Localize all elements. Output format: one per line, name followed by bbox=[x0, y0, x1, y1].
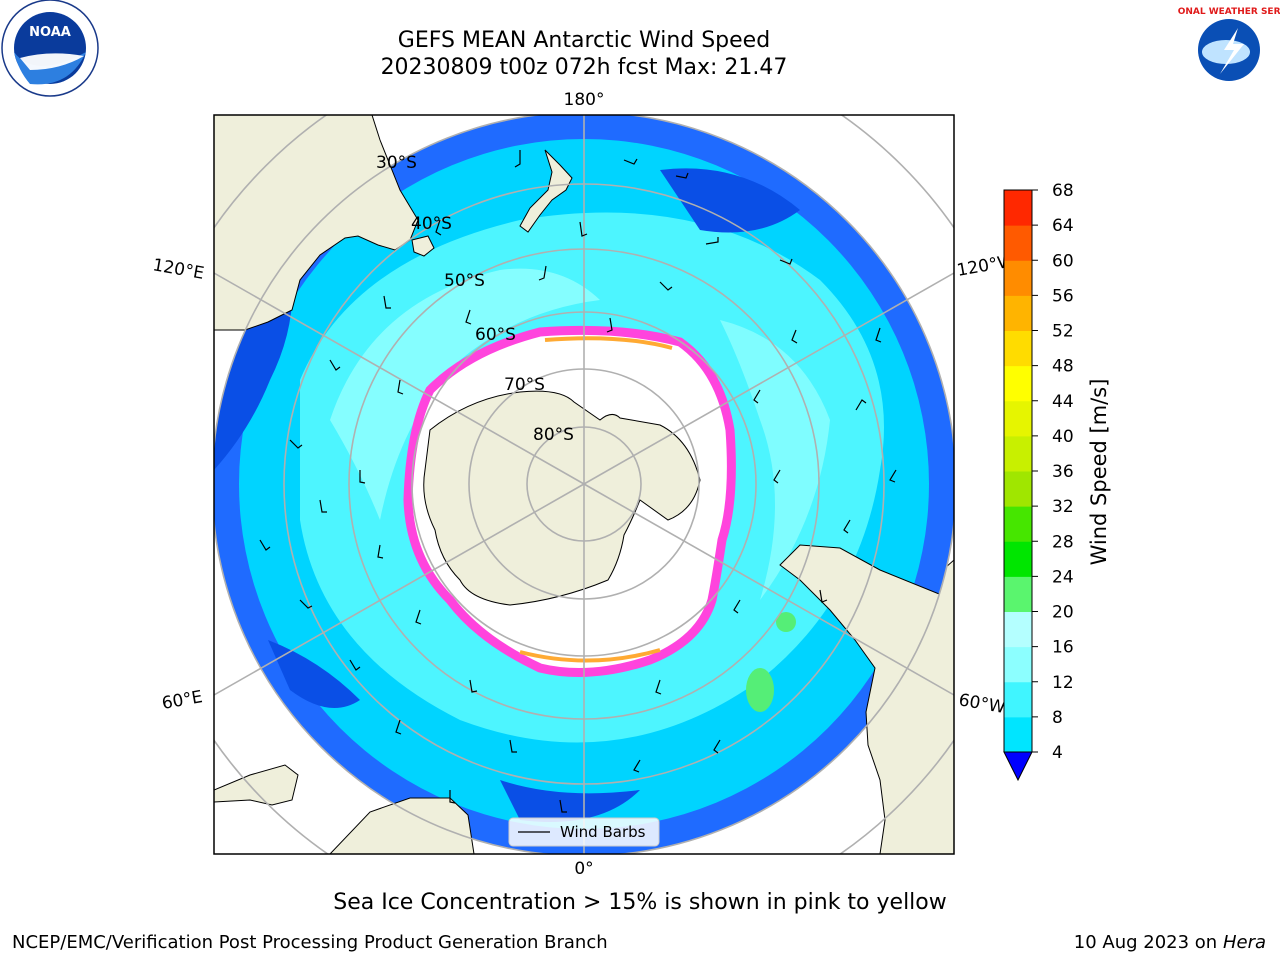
footer-branch: NCEP/EMC/Verification Post Processing Pr… bbox=[12, 932, 608, 953]
wind-barbs-legend: Wind Barbs bbox=[508, 817, 660, 847]
colorbar-tick-label: 44 bbox=[1052, 392, 1074, 412]
colorbar-segment bbox=[1004, 365, 1032, 402]
meridian-lines bbox=[214, 115, 954, 854]
meridian-label-120e: 120°E bbox=[151, 255, 205, 284]
svg-text:NATIONAL WEATHER SERVICE: NATIONAL WEATHER SERVICE bbox=[1178, 7, 1280, 17]
meridian-label-180: 180° bbox=[564, 90, 605, 110]
colorbar-tick-label: 56 bbox=[1052, 286, 1074, 306]
colorbar-tick-label: 32 bbox=[1052, 497, 1074, 517]
colorbar-segment bbox=[1004, 646, 1032, 683]
colorbar-tick-label: 64 bbox=[1052, 216, 1074, 236]
colorbar-segment bbox=[1004, 190, 1032, 226]
meridian-label-60e: 60°E bbox=[160, 687, 204, 714]
colorbar-segment bbox=[1004, 471, 1032, 507]
lat-label-70s: 70°S bbox=[504, 375, 545, 395]
lat-label-30s: 30°S bbox=[376, 153, 417, 173]
colorbar-tick-label: 52 bbox=[1052, 322, 1074, 342]
colorbar-tick-label: 60 bbox=[1052, 251, 1074, 271]
colorbar-segment bbox=[1004, 295, 1032, 331]
latitude-labels: 30°S 40°S 50°S 60°S 70°S 80°S bbox=[376, 153, 574, 445]
tasmania-land bbox=[411, 235, 435, 257]
colorbar-tick-label: 40 bbox=[1052, 427, 1074, 447]
noaa-logo-text: NOAA bbox=[29, 25, 71, 40]
colorbar-segment bbox=[1004, 506, 1032, 542]
lat-label-60s: 60°S bbox=[475, 325, 516, 345]
colorbar-segment bbox=[1004, 435, 1032, 472]
antarctica-land bbox=[423, 390, 701, 606]
footer-machine: Hera bbox=[1222, 932, 1266, 953]
lat-label-80s: 80°S bbox=[533, 425, 574, 445]
map-subtitle: 20230809 t00z 072h fcst Max: 21.47 bbox=[380, 55, 788, 80]
colorbar-tick-label: 36 bbox=[1052, 462, 1074, 482]
colorbar-tick-label: 8 bbox=[1052, 708, 1063, 728]
wind-barbs bbox=[259, 150, 897, 813]
footer-date: 10 Aug 2023 on Hera bbox=[1073, 932, 1266, 953]
legend-label: Wind Barbs bbox=[560, 823, 646, 841]
map-title: GEFS MEAN Antarctic Wind Speed bbox=[397, 28, 771, 53]
colorbar-segment bbox=[1004, 260, 1032, 296]
colorbar-segment bbox=[1004, 576, 1032, 612]
colorbar-tick-label: 28 bbox=[1052, 532, 1074, 552]
madagascar-land bbox=[214, 764, 299, 806]
colorbar-tick-label: 24 bbox=[1052, 567, 1074, 587]
sea-ice-caption: Sea Ice Concentration > 15% is shown in … bbox=[333, 890, 947, 915]
colorbar-tick-label: 48 bbox=[1052, 357, 1074, 377]
colorbar-segment bbox=[1004, 716, 1032, 753]
colorbar-under-arrow bbox=[1003, 751, 1033, 782]
colorbar-tick-label: 20 bbox=[1052, 603, 1074, 623]
colorbar-segment bbox=[1004, 400, 1032, 437]
lat-label-50s: 50°S bbox=[444, 271, 485, 291]
colorbar-tick-label: 4 bbox=[1052, 743, 1063, 763]
meridian-label-0: 0° bbox=[574, 859, 593, 879]
map-frame bbox=[213, 114, 955, 855]
colorbar-tick-label: 16 bbox=[1052, 638, 1074, 658]
lat-label-40s: 40°S bbox=[411, 214, 452, 234]
noaa-logo-icon: NOAA bbox=[1, 0, 99, 97]
colorbar-tick-label: 68 bbox=[1052, 181, 1074, 201]
colorbar-tick-label: 12 bbox=[1052, 673, 1074, 693]
new-zealand-land bbox=[519, 149, 573, 233]
colorbar-segment bbox=[1004, 611, 1032, 648]
colorbar-segment bbox=[1004, 225, 1032, 261]
colorbar-segment bbox=[1004, 541, 1032, 577]
colorbar-segment bbox=[1004, 681, 1032, 718]
nws-logo-icon: NATIONAL WEATHER SERVICE bbox=[1178, 4, 1280, 96]
colorbar-label: Wind Speed [m/s] bbox=[1087, 379, 1111, 566]
meridian-label-60w: 60°W bbox=[957, 690, 1007, 718]
colorbar-segment bbox=[1004, 330, 1032, 367]
